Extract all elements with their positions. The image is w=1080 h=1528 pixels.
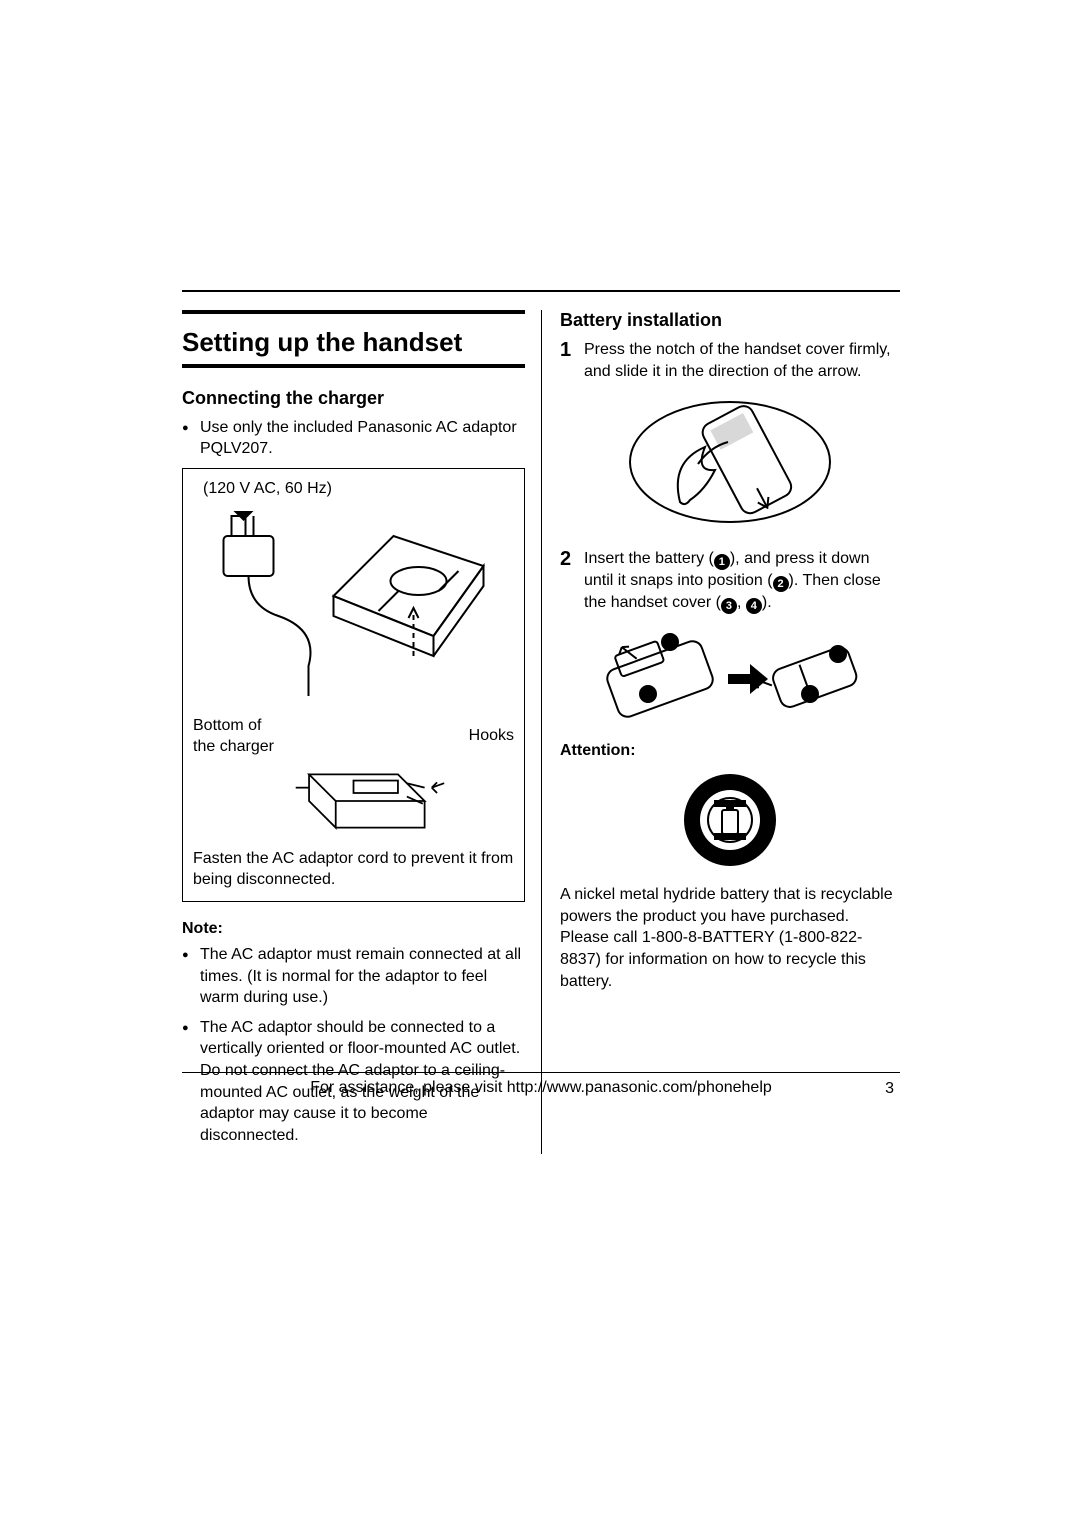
attention-body: A nickel metal hydride battery that is r… (560, 884, 900, 992)
bottom-label-line1: Bottom of (193, 717, 261, 734)
step2-frag-a: Insert the battery ( (584, 550, 714, 567)
right-column: Battery installation 1 Press the notch o… (541, 310, 900, 1154)
charger-bullets: Use only the included Panasonic AC adapt… (182, 417, 525, 460)
battery-insert-illustration: 1 2 3 4 (600, 624, 860, 724)
fasten-text: Fasten the AC adaptor cord to prevent it… (193, 849, 514, 891)
hooks-label: Hooks (469, 726, 514, 747)
attention-line1: A nickel metal hydride battery that is r… (560, 886, 893, 925)
h1-rule-bottom (182, 364, 525, 368)
bottom-of-charger-label: Bottom of the charger (193, 716, 274, 758)
step2-frag-e: ). (762, 594, 772, 611)
step-2-number: 2 (560, 546, 571, 573)
charger-bottom-illustration (193, 761, 514, 841)
step-2-text: Insert the battery (1), and press it dow… (584, 550, 881, 611)
charger-bottom-labels: Bottom of the charger Hooks (193, 716, 514, 758)
footer-text: For assistance, please visit http://www.… (310, 1079, 772, 1096)
note-bullet-1: The AC adaptor must remain connected at … (182, 944, 525, 1009)
step-1: 1 Press the notch of the handset cover f… (560, 339, 900, 382)
subsection-connecting-charger: Connecting the charger (182, 388, 525, 409)
circled-2-icon: 2 (773, 576, 789, 592)
note-heading: Note: (182, 920, 525, 938)
page-number: 3 (885, 1080, 894, 1098)
page-footer: For assistance, please visit http://www.… (182, 1072, 900, 1097)
left-column: Setting up the handset Connecting the ch… (182, 310, 541, 1154)
battery-steps-2: 2 Insert the battery (1), and press it d… (560, 548, 900, 614)
note-bullets: The AC adaptor must remain connected at … (182, 944, 525, 1146)
step-1-number: 1 (560, 337, 571, 364)
h1-rule-top (182, 310, 525, 314)
charger-bullet-1: Use only the included Panasonic AC adapt… (182, 417, 525, 460)
svg-text:4: 4 (807, 689, 814, 701)
svg-text:1: 1 (645, 689, 651, 701)
svg-text:3: 3 (835, 649, 841, 661)
two-column-layout: Setting up the handset Connecting the ch… (182, 310, 900, 1154)
circled-1-icon: 1 (714, 554, 730, 570)
step2-frag-d: , (737, 594, 746, 611)
attention-line2: Please call 1-800-8-BATTERY (1-800-822-8… (560, 929, 866, 989)
top-rule (182, 290, 900, 292)
svg-text:2: 2 (667, 637, 673, 649)
section-title: Setting up the handset (182, 328, 525, 358)
battery-steps: 1 Press the notch of the handset cover f… (560, 339, 900, 382)
circled-4-icon: 4 (746, 598, 762, 614)
handset-slide-illustration (620, 392, 840, 532)
voltage-label: (120 V AC, 60 Hz) (203, 479, 514, 500)
subsection-battery-installation: Battery installation (560, 310, 900, 331)
charger-illustration (193, 506, 514, 716)
charger-diagram-box: (120 V AC, 60 Hz) (182, 468, 525, 902)
footer-rule (182, 1072, 900, 1073)
circled-3-icon: 3 (721, 598, 737, 614)
step-2: 2 Insert the battery (1), and press it d… (560, 548, 900, 614)
recycle-logo-wrap (560, 770, 900, 870)
attention-heading: Attention: (560, 742, 900, 760)
page-content: Setting up the handset Connecting the ch… (182, 290, 900, 1154)
bottom-label-line2: the charger (193, 738, 274, 755)
recycle-logo-icon (680, 770, 780, 870)
step-1-text: Press the notch of the handset cover fir… (584, 341, 891, 380)
